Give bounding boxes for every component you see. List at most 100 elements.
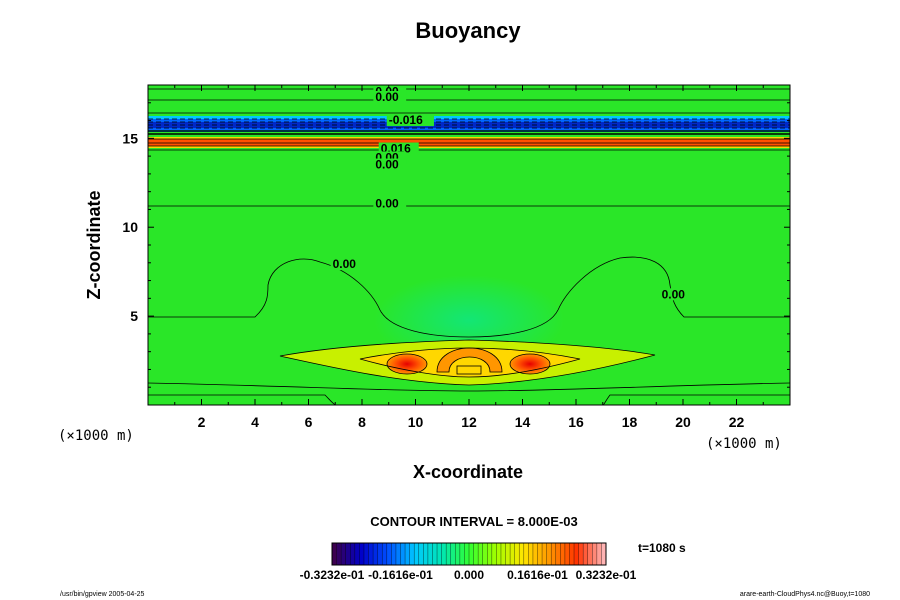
colorbar-swatch [569, 543, 575, 565]
x-tick-label: 10 [408, 414, 424, 430]
colorbar-swatch [455, 543, 461, 565]
colorbar-swatch [359, 543, 365, 565]
contour-line [386, 353, 428, 375]
colorbar-swatch [423, 543, 429, 565]
contour-label-bg [386, 114, 434, 127]
colorbar-swatch [414, 543, 420, 565]
colorbar-swatch [514, 543, 520, 565]
contour-interval-text: CONTOUR INTERVAL = 8.000E-03 [370, 514, 577, 529]
colorbar-tick-label: 0.3232e-01 [576, 568, 637, 582]
colorbar-swatch [523, 543, 529, 565]
y-axis: 5 10 15 [122, 102, 790, 388]
x-tick-label: 12 [461, 414, 477, 430]
x-axis-label: X-coordinate [413, 462, 523, 482]
colorbar-swatch [345, 543, 351, 565]
colorbar-swatch [368, 543, 374, 565]
colorbar-tick-label: -0.3232e-01 [300, 568, 365, 582]
y-axis-unit: (×1000 m) [58, 428, 134, 444]
colorbar-tick-label: -0.1616e-01 [368, 568, 433, 582]
time-label: t=1080 s [638, 541, 686, 555]
contour-label: -0.016 [389, 113, 423, 127]
contour-label-bg [373, 158, 407, 171]
colorbar-swatch [464, 543, 470, 565]
colorbar-swatch [386, 543, 392, 565]
colorbar-swatch [546, 543, 552, 565]
warm-core-left [387, 354, 427, 374]
colorbar-swatch [532, 543, 538, 565]
colorbar-swatch [587, 543, 593, 565]
x-axis: 2 4 6 8 10 12 14 16 18 20 22 [174, 85, 764, 430]
x-tick-label: 2 [198, 414, 206, 430]
colorbar-swatch [592, 543, 598, 565]
colorbar-swatch [505, 543, 511, 565]
contour-lines [148, 88, 790, 405]
x-tick-label: 4 [251, 414, 259, 430]
contour-label-bg [330, 258, 364, 271]
colorbar-swatch [446, 543, 452, 565]
x-tick-label: 14 [515, 414, 531, 430]
colorbar-swatch [391, 543, 397, 565]
colorbar-swatch [418, 543, 424, 565]
x-tick-label: 6 [305, 414, 313, 430]
colorbar-swatch [583, 543, 589, 565]
contour-line [509, 353, 551, 375]
colorbar-swatch [395, 543, 401, 565]
colorbar-swatch [332, 543, 337, 565]
x-axis-unit: (×1000 m) [706, 436, 782, 452]
colorbar-swatch [564, 543, 570, 565]
colorbar-swatch [382, 543, 388, 565]
colorbar-swatch [528, 543, 534, 565]
colorbar-swatch [560, 543, 566, 565]
colorbar-swatch [400, 543, 406, 565]
y-tick-label: 5 [130, 308, 138, 324]
colorbar-swatch [336, 543, 342, 565]
footer-right: arare-earth-CloudPhys4.nc@Buoy,t=1080 [740, 591, 870, 598]
contour-line [456, 365, 482, 375]
chart-title: Buoyancy [415, 18, 521, 43]
colorbar-swatch [500, 543, 506, 565]
colorbar-swatch [377, 543, 383, 565]
colorbar-tick-label: 0.1616e-01 [507, 568, 568, 582]
contour-label: 0.00 [375, 158, 399, 172]
contour-label: 0.00 [375, 90, 399, 104]
y-tick-label: 15 [122, 130, 138, 146]
colorbar-swatch [574, 543, 579, 565]
colorbar-swatch [473, 543, 479, 565]
colorbar-swatch [519, 543, 525, 565]
colorbar-swatch [373, 543, 378, 565]
colorbar-swatch [409, 543, 415, 565]
colorbar-swatch [441, 543, 447, 565]
contour-label: 0.00 [375, 197, 399, 211]
x-tick-label: 16 [568, 414, 584, 430]
contour-label: 0.00 [333, 257, 357, 271]
colorbar-tick-label: 0.000 [454, 568, 484, 582]
colorbar-swatch [341, 543, 346, 565]
contour-line [436, 347, 503, 373]
colorbar-swatch [555, 543, 561, 565]
colorbar-swatch [551, 543, 557, 565]
warm-arc-center [437, 348, 502, 372]
contour-label-bg [373, 197, 407, 210]
colorbar-swatch [482, 543, 488, 565]
colorbar-swatch [437, 543, 442, 565]
colorbar-swatch [491, 543, 497, 565]
colorbar-swatch [432, 543, 438, 565]
contour-label: 0.00 [662, 287, 686, 301]
colorbar-swatch [363, 543, 369, 565]
colorbar-swatch [542, 543, 547, 565]
contour-line [359, 347, 581, 378]
colorbar-swatch [496, 543, 502, 565]
colorbar: -0.3232e-01 -0.1616e-01 0.000 0.1616e-01 0.3… [300, 542, 637, 582]
zero-contour-dome [148, 256, 790, 338]
x-tick-label: 20 [675, 414, 691, 430]
colorbar-swatch [601, 543, 607, 565]
colorbar-swatch [354, 543, 360, 565]
colorbar-swatch [578, 543, 584, 565]
contour-label-bg [373, 91, 407, 103]
colorbar-swatch [537, 543, 543, 565]
contour-line [279, 339, 656, 386]
colorbar-swatch [478, 543, 483, 565]
